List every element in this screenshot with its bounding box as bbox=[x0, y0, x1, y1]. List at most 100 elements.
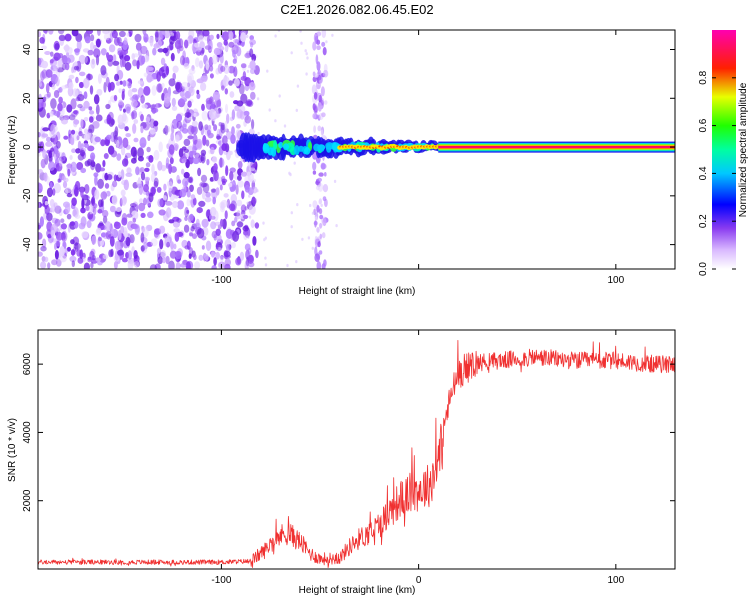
noise-blob bbox=[192, 157, 200, 165]
noise-blob bbox=[183, 62, 190, 69]
noise-blob bbox=[72, 88, 79, 97]
noise-blob bbox=[215, 187, 220, 196]
stripe-blob bbox=[322, 217, 327, 227]
stripe-blob bbox=[322, 184, 329, 193]
noise-blob bbox=[241, 190, 245, 200]
noise-blob bbox=[248, 81, 256, 91]
noise-blob bbox=[146, 146, 151, 153]
noise-blob bbox=[181, 158, 187, 164]
noise-blob bbox=[158, 141, 163, 153]
noise-blob bbox=[131, 224, 139, 230]
spectrogram-frame bbox=[37, 29, 676, 270]
noise-blob bbox=[149, 38, 154, 47]
noise-blob bbox=[140, 94, 145, 104]
noise-blob bbox=[75, 148, 81, 154]
noise-blob bbox=[117, 249, 124, 256]
noise-blob bbox=[83, 262, 90, 269]
noise-blob bbox=[205, 139, 210, 147]
noise-blob bbox=[123, 37, 128, 45]
noise-blob bbox=[137, 147, 144, 158]
spectrogram-ticks: -100 100 -40 -20 0 20 40 bbox=[22, 30, 675, 286]
stripe-blob bbox=[320, 162, 326, 170]
noise-blob bbox=[210, 146, 215, 155]
noise-blob bbox=[48, 161, 55, 171]
noise-blob bbox=[121, 217, 128, 226]
noise-blob bbox=[122, 258, 128, 263]
noise-blob bbox=[204, 254, 209, 261]
noise-blob bbox=[60, 117, 69, 125]
stripe-blob bbox=[322, 47, 327, 56]
noise-blob bbox=[85, 205, 90, 211]
noise-blob bbox=[187, 135, 194, 140]
noise-blob bbox=[158, 67, 164, 77]
noise-blob bbox=[119, 30, 126, 38]
noise-blob bbox=[176, 218, 182, 223]
noise-blob bbox=[99, 239, 105, 246]
noise-blob bbox=[251, 119, 255, 130]
noise-blob bbox=[173, 243, 177, 250]
noise-blob bbox=[40, 158, 46, 169]
noise-blob bbox=[58, 34, 66, 41]
noise-blob bbox=[135, 166, 140, 176]
noise-blob bbox=[84, 184, 90, 194]
noise-blob bbox=[38, 31, 42, 38]
noise-blob bbox=[213, 124, 218, 132]
noise-blob bbox=[50, 51, 54, 57]
faint-blob bbox=[264, 256, 267, 260]
faint-blob bbox=[274, 119, 277, 123]
noise-blob bbox=[171, 124, 175, 135]
noise-blob bbox=[102, 209, 109, 218]
noise-blob bbox=[211, 265, 217, 269]
noise-blob bbox=[120, 169, 125, 180]
noise-blob bbox=[173, 143, 179, 151]
noise-blob bbox=[66, 193, 73, 198]
noise-blob bbox=[53, 90, 60, 98]
noise-blob bbox=[155, 31, 159, 43]
noise-blob bbox=[38, 143, 42, 154]
noise-blob bbox=[229, 150, 233, 156]
noise-blob bbox=[223, 193, 229, 198]
stripe-blob bbox=[318, 172, 324, 177]
noise-blob bbox=[202, 30, 210, 37]
noise-blob bbox=[125, 106, 131, 114]
noise-blob bbox=[124, 126, 129, 132]
noise-blob bbox=[189, 150, 194, 158]
noise-blob bbox=[233, 38, 240, 44]
faint-blob bbox=[301, 237, 304, 241]
noise-blob bbox=[97, 209, 103, 214]
noise-blob bbox=[192, 134, 198, 145]
noise-blob bbox=[129, 234, 135, 244]
faint-blob bbox=[325, 73, 328, 77]
noise-blob bbox=[39, 216, 45, 227]
noise-blob bbox=[153, 43, 160, 49]
noise-blob bbox=[102, 215, 108, 224]
noise-blob bbox=[71, 30, 79, 37]
noise-blob bbox=[108, 44, 116, 53]
noise-blob bbox=[188, 68, 196, 75]
noise-blob bbox=[52, 188, 56, 196]
noise-blob bbox=[236, 221, 244, 228]
noise-blob bbox=[153, 177, 159, 187]
noise-blob bbox=[109, 81, 115, 91]
noise-blob bbox=[40, 71, 45, 81]
colorbar-tick-label: 0.2 bbox=[698, 214, 709, 228]
noise-blob bbox=[208, 215, 213, 220]
noise-blob bbox=[80, 149, 86, 157]
noise-blob bbox=[84, 160, 91, 167]
noise-blob bbox=[215, 251, 221, 260]
noise-blob bbox=[165, 157, 170, 168]
noise-blob bbox=[38, 152, 41, 157]
faint-blob bbox=[256, 189, 259, 193]
noise-blob bbox=[52, 60, 60, 71]
noise-blob bbox=[198, 200, 206, 207]
noise-blob bbox=[226, 198, 231, 209]
noise-blob bbox=[236, 46, 242, 57]
noise-blob bbox=[201, 73, 208, 83]
noise-blob bbox=[219, 184, 223, 191]
noise-blob bbox=[200, 149, 207, 156]
noise-blob bbox=[42, 238, 47, 249]
stripe-blob bbox=[318, 199, 322, 205]
noise-blob bbox=[90, 41, 94, 51]
signal-blob bbox=[304, 147, 311, 155]
noise-blob bbox=[165, 207, 172, 218]
